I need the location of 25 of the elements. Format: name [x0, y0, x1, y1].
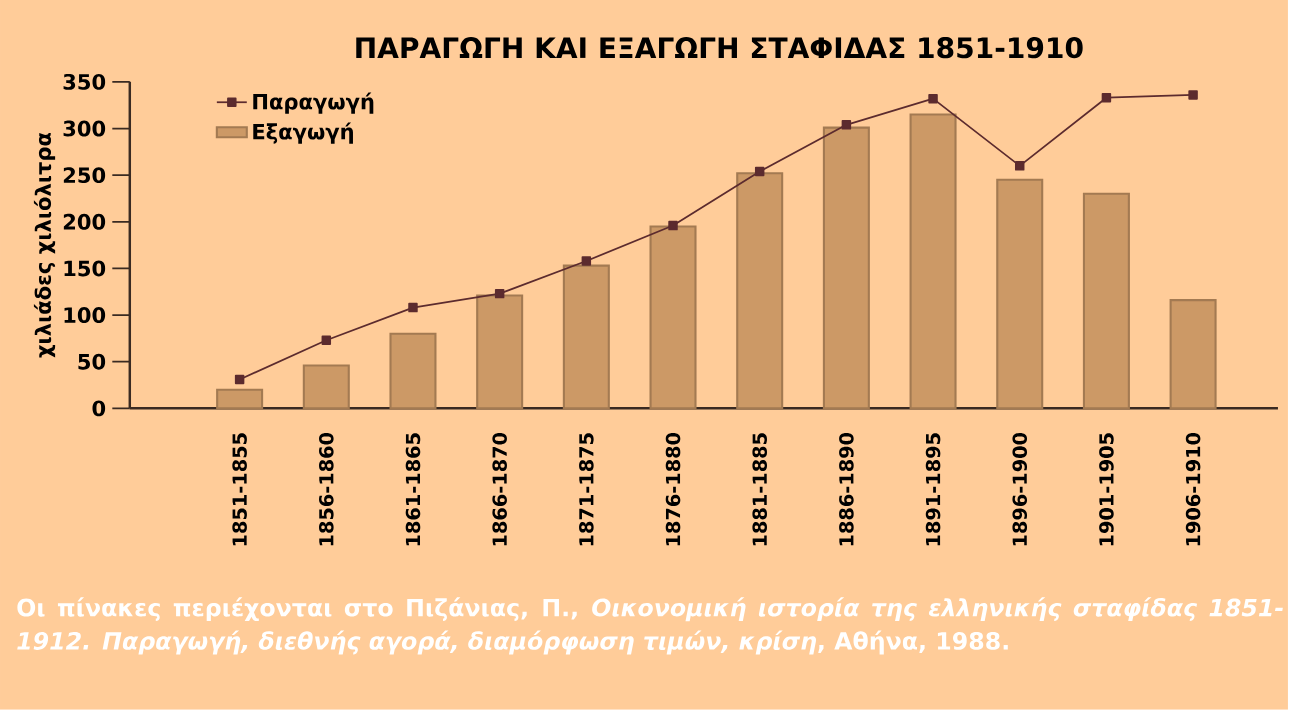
x-tick-label: 1871-1875: [579, 433, 594, 546]
legend-label: Εξαγωγή: [253, 122, 353, 144]
chart-title: ΠΑΡΑΓΩΓΗ ΚΑΙ ΕΞΑΓΩΓΗ ΣΤΑΦΙΔΑΣ 1851-1910: [356, 37, 1083, 59]
x-tick-label: 1866-1870: [492, 432, 507, 546]
legend-label: Παραγωγή: [253, 92, 374, 114]
y-tick-label: 350: [63, 73, 106, 90]
x-tick-label: 1886-1890: [839, 432, 854, 546]
y-tick-label: 50: [78, 353, 106, 370]
y-tick-label: 150: [64, 260, 106, 277]
x-tick-label: 1896-1900: [1012, 432, 1028, 546]
y-axis-title: χιλιάδες χιλιόλιτρα: [33, 133, 56, 358]
x-tick-label: 1861-1865: [405, 433, 421, 546]
x-tick-label: 1906-1910: [1185, 432, 1201, 546]
x-tick-label: 1856-1860: [319, 432, 334, 546]
x-tick-label: 1901-1905: [1099, 433, 1114, 546]
x-tick-label: 1851-1855: [232, 433, 247, 546]
text: Οι πίνακες περιέχονται στο Πιζάνιας, Π., Οικονομική ιστορία της ελληνικής σταφίδας 1851-1912. Παραγωγή, διεθνής αγορά, διαμόρφωση τιμών, κρίση, Αθήνα, 1988.: [17, 597, 1283, 655]
y-tick-label: 300: [63, 120, 106, 137]
x-tick-label: 1876-1880: [665, 432, 681, 546]
y-tick-label: 250: [63, 167, 106, 184]
y-tick-label: 200: [63, 213, 106, 230]
x-tick-label: 1881-1885: [752, 433, 767, 546]
y-tick-label: 0: [92, 400, 106, 417]
x-tick-label: 1891-1895: [925, 433, 941, 546]
y-tick-label: 100: [64, 307, 106, 324]
